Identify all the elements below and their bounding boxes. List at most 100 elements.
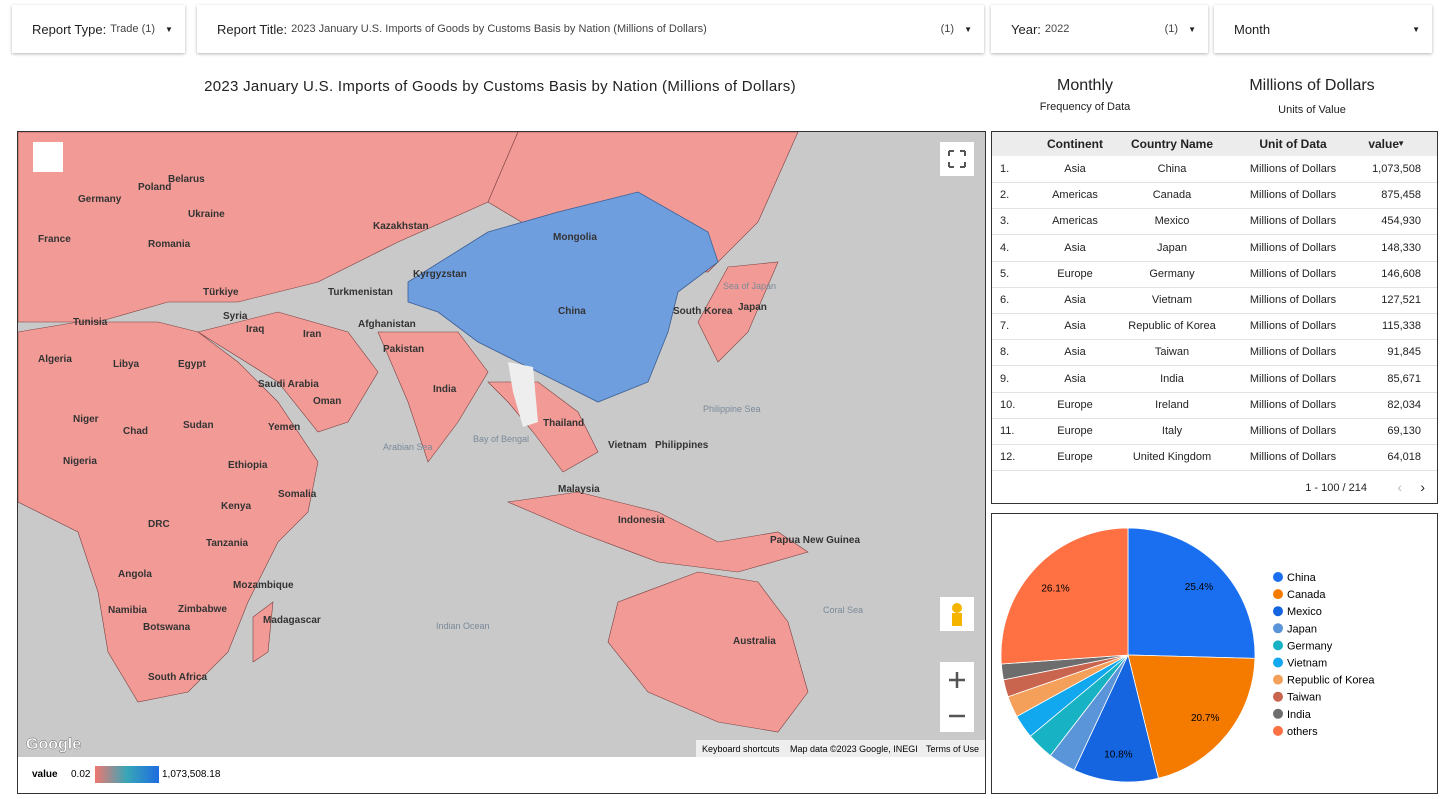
table-cell: 10. — [1000, 398, 1016, 411]
map-label: Zimbabwe — [178, 604, 227, 615]
keyboard-shortcuts[interactable]: Keyboard shortcuts — [702, 744, 780, 754]
map-label: Indian Ocean — [436, 621, 490, 631]
map-label: South Korea — [673, 306, 733, 317]
data-label: 25.4% — [1185, 582, 1213, 593]
table-cell: 127,521 — [1381, 294, 1421, 306]
table-cell: 85,671 — [1387, 372, 1421, 385]
fullscreen-icon — [948, 150, 966, 168]
table-cell: 12. — [1000, 451, 1016, 464]
filter-report-title[interactable]: Report Title: 2023 January U.S. Imports o… — [197, 5, 984, 53]
table-cell: Millions of Dollars — [1249, 189, 1337, 202]
table-cell: Ireland — [1155, 398, 1189, 411]
map-label: Yemen — [268, 422, 300, 433]
table-cell: Italy — [1161, 425, 1183, 437]
google-logo: Google — [26, 736, 81, 753]
frequency: Monthly — [1056, 77, 1114, 94]
map-label: Romania — [148, 239, 191, 250]
table-cell: 64,018 — [1387, 451, 1421, 464]
legend-swatch — [1273, 606, 1283, 617]
table-cell: Europe — [1057, 398, 1093, 411]
map-label: Mongolia — [553, 232, 597, 243]
table-cell: 146,608 — [1381, 267, 1421, 280]
legend-swatch — [1273, 725, 1283, 736]
map-label: Türkiye — [203, 287, 239, 298]
legend-label: Germany — [1287, 640, 1333, 652]
table-cell: Millions of Dollars — [1249, 398, 1337, 411]
data-table: Continent Country Name Unit of Data value ▼ … — [991, 131, 1438, 504]
table-cell: Canada — [1152, 189, 1192, 202]
filter-value: 2023 January U.S. Imports of Goods by Cu… — [291, 23, 707, 35]
table-cell: Millions of Dollars — [1249, 425, 1337, 437]
locate-button[interactable] — [33, 142, 63, 172]
next-page[interactable]: › — [1420, 479, 1425, 495]
prev-page[interactable]: ‹ — [1397, 479, 1402, 495]
fullscreen-button[interactable] — [940, 142, 974, 176]
table-row: 11. Europe Italy Millions of Dollars 69,130 — [992, 418, 1437, 445]
map-label: Somalia — [278, 489, 317, 500]
filter-count: (1) — [940, 23, 955, 35]
filter-label: Report Title: — [217, 21, 288, 37]
map-label: Libya — [113, 359, 140, 370]
legend-label: Republic of Korea — [1287, 675, 1375, 687]
map-label: Mozambique — [233, 580, 294, 591]
table-cell: Republic of Korea — [1128, 320, 1216, 333]
legend-label: Taiwan — [1287, 692, 1321, 704]
table-row: 8. Asia Taiwan Millions of Dollars 91,845 — [992, 339, 1437, 367]
map-panel: Poland Belarus Germany Ukraine France Romania… — [17, 131, 986, 794]
terms-link[interactable]: Terms of Use — [926, 744, 979, 754]
table-cell: Asia — [1064, 241, 1086, 254]
map-label: Tanzania — [206, 538, 248, 549]
map-label: Ethiopia — [228, 460, 268, 471]
sort-arrow: ▼ — [1397, 139, 1405, 148]
frequency-caption: Frequency of Data — [1039, 101, 1131, 113]
map-label: Philippine Sea — [703, 404, 761, 414]
table-cell: Japan — [1157, 241, 1187, 254]
legend-swatch — [1273, 623, 1283, 634]
map-label: Kenya — [221, 501, 251, 512]
data-label: 10.8% — [1104, 750, 1132, 761]
column-header[interactable]: Continent — [1047, 137, 1103, 151]
map-label: Malaysia — [558, 484, 600, 495]
map-label: Pakistan — [383, 344, 424, 355]
map-label: Kazakhstan — [373, 221, 429, 232]
table-row: 2. Americas Canada Millions of Dollars 875,4… — [992, 182, 1437, 210]
table-cell: Asia — [1064, 372, 1086, 385]
column-header[interactable]: Unit of Data — [1259, 137, 1327, 151]
table-cell: Millions of Dollars — [1249, 346, 1337, 359]
table-cell: 7. — [1000, 320, 1010, 333]
table-row: 3. Americas Mexico Millions of Dollars 454,9… — [992, 208, 1437, 236]
table-cell: Millions of Dollars — [1249, 320, 1337, 333]
map-label: Nigeria — [63, 456, 97, 467]
column-header[interactable]: value — [1368, 137, 1399, 151]
column-header[interactable]: Country Name — [1130, 137, 1213, 151]
table-header: Continent Country Name Unit of Data value ▼ — [992, 132, 1437, 156]
table-cell: 3. — [1000, 215, 1010, 228]
table-row: 6. Asia Vietnam Millions of Dollars 127,521 — [992, 287, 1437, 314]
legend-label: India — [1287, 709, 1312, 721]
map-label: Indonesia — [618, 515, 665, 526]
map-label: Botswana — [143, 622, 191, 633]
map-label: DRC — [148, 519, 170, 530]
dropdown-arrow: ▼ — [964, 24, 972, 34]
table-cell: 4. — [1000, 241, 1010, 254]
pie-slice — [1073, 653, 1159, 783]
pie-slice — [1127, 527, 1256, 659]
table-row: 10. Europe Ireland Millions of Dollars 82,03… — [992, 392, 1437, 419]
legend-title: value — [32, 769, 58, 780]
map-label: Iran — [303, 329, 321, 340]
legend-label: Canada — [1287, 589, 1326, 601]
table-cell: Europe — [1057, 451, 1093, 464]
map-label: Thailand — [543, 418, 584, 429]
pie-slice — [1000, 527, 1129, 665]
filter-month[interactable]: Month ▼ — [1214, 5, 1432, 53]
filter-year[interactable]: Year: 2022 (1) ▼ — [991, 5, 1208, 53]
map-label: Kyrgyzstan — [413, 269, 467, 280]
table-cell: Millions of Dollars — [1249, 241, 1337, 254]
filter-value: Trade (1) — [110, 23, 156, 35]
filter-report-type[interactable]: Report Type: Trade (1) ▼ — [12, 5, 185, 53]
table-cell: Millions of Dollars — [1249, 215, 1337, 228]
map-label: Chad — [123, 426, 148, 437]
map-label: Poland — [138, 182, 171, 193]
